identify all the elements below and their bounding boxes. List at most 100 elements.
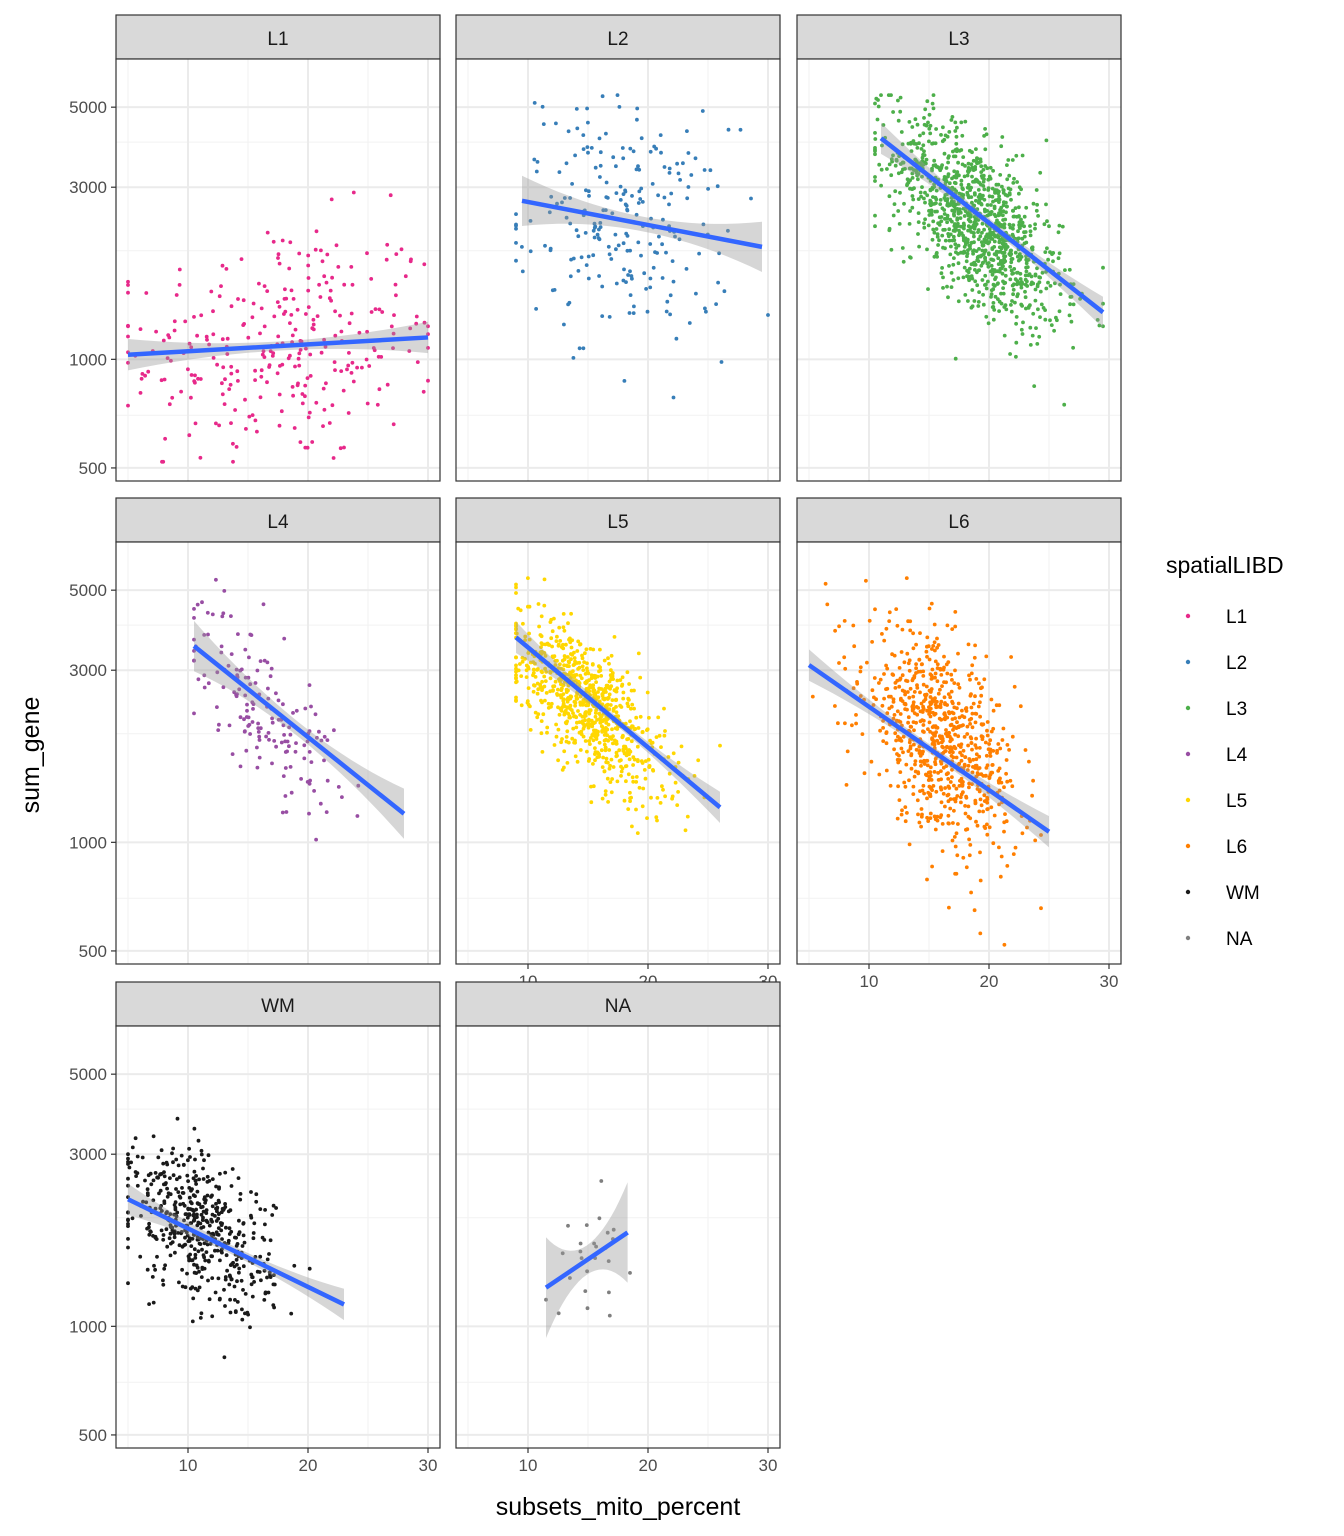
data-point [979, 182, 983, 187]
data-point [162, 1201, 167, 1205]
data-point [271, 1303, 276, 1307]
data-point [297, 251, 302, 256]
data-point [259, 1278, 263, 1283]
data-point [564, 215, 569, 220]
data-point [255, 745, 259, 750]
data-point [126, 1183, 130, 1188]
data-point [926, 223, 931, 228]
data-point [941, 791, 946, 796]
data-point [938, 815, 943, 820]
data-point [1010, 283, 1015, 288]
data-point [547, 210, 552, 215]
data-point [916, 197, 921, 202]
x-tick-label: 20 [639, 1456, 658, 1475]
data-point [970, 711, 975, 716]
data-point [914, 642, 918, 647]
data-point [967, 266, 972, 271]
data-point [926, 644, 931, 649]
data-point [912, 141, 917, 146]
data-point [1019, 282, 1023, 287]
data-point [192, 1169, 197, 1174]
data-point [937, 166, 942, 171]
data-point [575, 691, 579, 696]
data-point [564, 161, 569, 166]
data-point [1009, 248, 1013, 253]
facet-panel-l5: L5102030 [455, 497, 781, 991]
data-point [594, 1244, 598, 1249]
data-point [197, 1202, 202, 1207]
data-point [578, 694, 583, 699]
data-point [274, 691, 278, 696]
data-point [996, 779, 1001, 783]
data-point [620, 766, 625, 771]
data-point [385, 242, 390, 247]
data-point [950, 678, 954, 682]
data-point [881, 726, 885, 730]
data-point [917, 244, 921, 249]
data-point [243, 397, 247, 402]
data-point [600, 765, 605, 769]
legend-label-na: NA [1226, 929, 1253, 950]
data-point [564, 642, 568, 647]
data-point [664, 309, 669, 314]
data-point [948, 750, 952, 754]
data-point [1016, 214, 1021, 219]
data-point [532, 157, 537, 162]
data-point [193, 1252, 198, 1257]
data-point [1045, 219, 1049, 224]
data-point [833, 704, 837, 708]
data-point [306, 288, 311, 293]
data-point [623, 721, 628, 726]
data-point [994, 221, 998, 226]
data-point [304, 312, 308, 316]
data-point [961, 155, 966, 160]
data-point [891, 153, 895, 158]
data-point [589, 673, 594, 678]
data-point [991, 199, 995, 204]
data-point [177, 1280, 181, 1285]
data-point [966, 642, 971, 647]
data-point [145, 1267, 150, 1272]
data-point [900, 673, 905, 678]
y-tick-label: 1000 [69, 833, 107, 852]
data-point [621, 696, 626, 701]
data-point [527, 637, 532, 642]
data-point [568, 696, 573, 701]
data-point [946, 160, 950, 165]
data-point [153, 1267, 158, 1272]
data-point [941, 275, 945, 280]
data-point [683, 828, 688, 833]
data-point [879, 183, 883, 188]
data-point [283, 309, 288, 314]
data-point [993, 189, 997, 194]
data-point [614, 191, 619, 196]
data-point [918, 161, 923, 166]
data-point [766, 313, 770, 317]
data-point [223, 1275, 228, 1279]
data-point [893, 189, 898, 194]
data-point [911, 197, 916, 202]
data-point [911, 700, 916, 705]
data-point [1012, 684, 1017, 689]
data-point [969, 671, 974, 676]
data-point [126, 1245, 130, 1250]
data-point [186, 367, 190, 372]
data-point [973, 643, 977, 648]
data-point [950, 115, 955, 119]
data-point [201, 1215, 205, 1220]
data-point [897, 798, 902, 802]
data-point [911, 720, 916, 724]
data-point [549, 636, 554, 641]
data-point [558, 639, 563, 643]
data-point [190, 1207, 195, 1212]
data-point [1031, 201, 1036, 206]
data-point [561, 612, 566, 616]
data-point [966, 166, 971, 170]
data-point [1000, 738, 1005, 742]
data-point [879, 167, 884, 172]
data-point [272, 314, 277, 319]
data-point [206, 681, 211, 686]
data-point [945, 197, 950, 201]
data-point [967, 673, 971, 678]
data-point [910, 171, 915, 176]
